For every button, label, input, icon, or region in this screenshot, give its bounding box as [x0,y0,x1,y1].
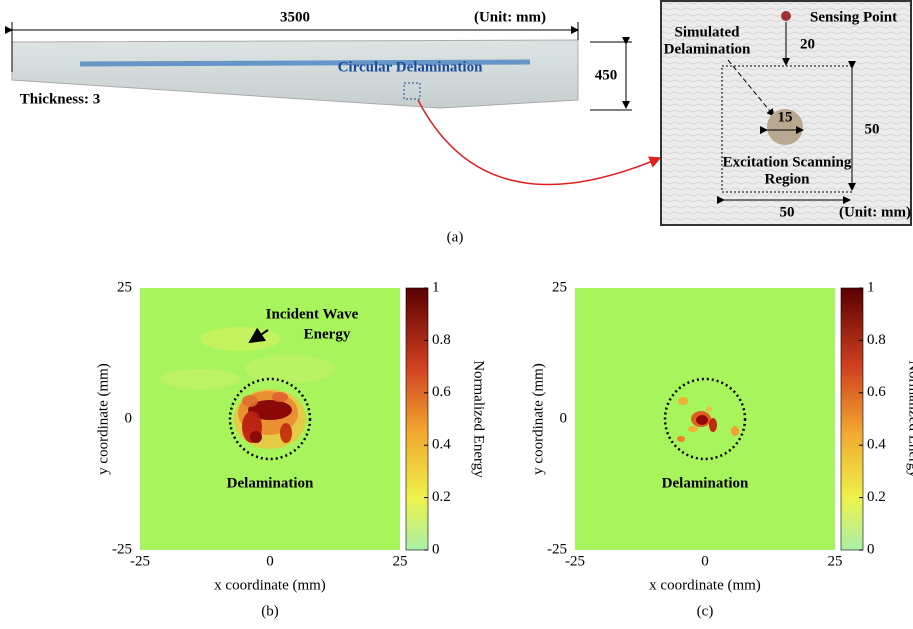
annotation: Incident Wave [266,306,359,322]
caption: (b) [261,603,279,619]
colorbar-tick-label: 0.2 [867,489,886,505]
simulated-label: Simulated [674,24,740,40]
y-tick-label: -25 [547,541,567,557]
unit-label: (Unit: mm) [474,9,546,25]
delamination-label: Delamination [227,475,314,491]
blade [11,39,579,109]
x-tick-label: 0 [701,553,709,569]
energy-blob [242,395,258,407]
colorbar-label: Normalized Energy [471,360,487,478]
colorbar-tick-label: 0 [432,541,440,557]
delamination-outline [228,377,312,461]
colorbar-tick-label: 1 [867,279,875,295]
colorbar-tick-label: 1 [432,279,440,295]
annotation: Energy [304,326,351,342]
sensing-point [781,11,791,21]
colorbar-tick-label: 0.2 [432,489,451,505]
delamination-outline [663,377,747,461]
y-tick-label: 25 [117,279,132,295]
caption: (a) [447,229,464,245]
energy-blob [731,426,739,436]
delamination-box [403,82,421,100]
simulated-label: Delamination [664,41,751,57]
colorbar-tick-label: 0.8 [867,332,886,348]
colorbar-tick-label: 0.4 [432,437,451,453]
sensing-label: Sensing Point [810,9,897,25]
energy-blob [272,392,288,402]
y-tick-label: -25 [112,541,132,557]
diameter-label: 15 [778,109,793,125]
y-tick-label: 0 [560,410,568,426]
blade-spar [79,59,531,67]
energy-blob [248,400,292,420]
y-tick-label: 0 [125,410,133,426]
delamination-label: Circular Delamination [338,59,484,75]
x-axis-label: x coordinate (mm) [649,577,761,593]
colorbar-tick-label: 0.8 [432,332,451,348]
y-axis-label: y coordinate (mm) [95,363,111,475]
delamination-label: Delamination [662,475,749,491]
energy-blob [250,431,262,443]
pointer-arrow [727,59,775,117]
x-axis-label: x coordinate (mm) [214,577,326,593]
x-tick-label: -25 [130,553,150,569]
x-tick-label: 25 [828,553,843,569]
energy-blob [160,369,240,389]
inset: Sensing Point 20 Simulated Delamination … [660,0,912,226]
colorbar-tick-label: 0.6 [432,384,451,400]
energy-blob [677,436,685,442]
caption: (c) [697,603,714,619]
energy-blob [280,423,292,443]
colorbar [405,287,429,551]
x-tick-label: 0 [266,553,274,569]
heatmaps: 250-25-25 0 25x coordinate (mm)y coordinat… [95,279,913,619]
width-label: 450 [595,67,618,83]
colorbar-tick-label: 0.4 [867,437,886,453]
colorbar-label: Normalized Energy [906,360,913,478]
y-tick-label: 25 [552,279,567,295]
thickness-label: Thickness: 3 [20,91,100,107]
colorbar [840,287,864,551]
energy-blob [706,406,712,412]
energy-blob [696,415,708,425]
energy-blob [688,426,698,432]
energy-blob [678,397,688,405]
height-label: 50 [865,121,880,137]
energy-blob [245,355,335,383]
blade-diagram: 3500 (Unit: mm) 450 Thickness: 3 Circula… [5,9,662,186]
colorbar-tick-label: 0 [867,541,875,557]
length-label: 3500 [280,9,310,25]
y-axis-label: y coordinate (mm) [530,363,546,475]
width-label: 50 [780,204,795,220]
zoom-arrow [417,99,662,186]
annotation-arrow [248,327,269,344]
unit-label: (Unit: mm) [839,204,911,220]
energy-blob [709,418,717,432]
region-label: Region [765,171,811,187]
x-tick-label: -25 [565,553,585,569]
colorbar-tick-label: 0.6 [867,384,886,400]
region-label: Excitation Scanning [723,154,852,170]
x-tick-label: 25 [393,553,408,569]
distance-label: 20 [800,36,815,52]
